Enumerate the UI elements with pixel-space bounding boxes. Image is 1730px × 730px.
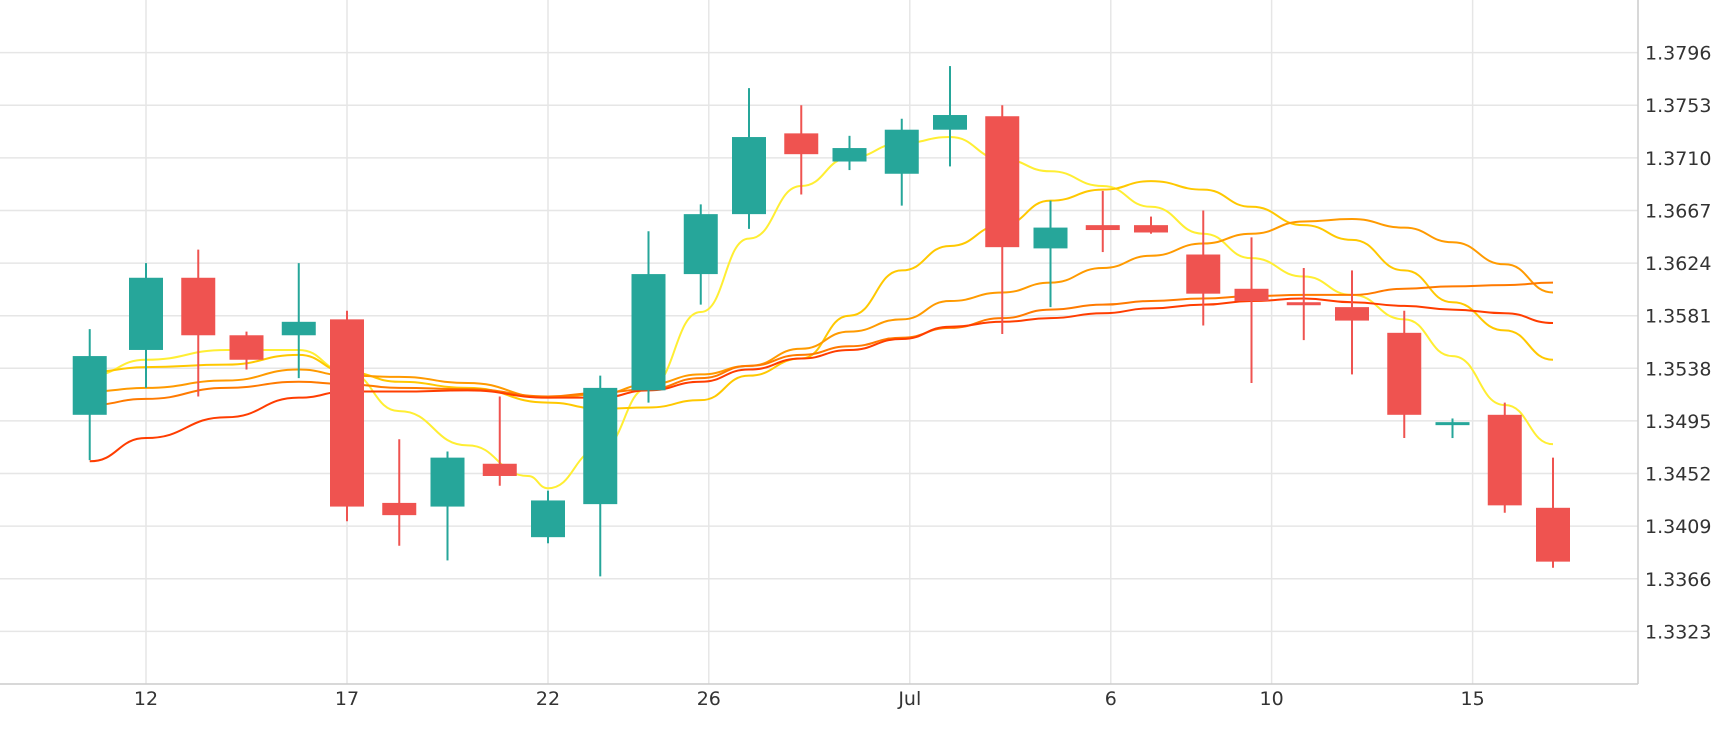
candle-body bbox=[181, 277, 216, 336]
candle-body bbox=[832, 148, 867, 162]
candle-body bbox=[1085, 225, 1120, 231]
candle-body bbox=[884, 129, 919, 174]
candle-body bbox=[1234, 288, 1269, 302]
candle bbox=[884, 118, 919, 206]
candle-body bbox=[1387, 332, 1422, 415]
candle-layer bbox=[72, 66, 1570, 577]
candle-body bbox=[1536, 507, 1570, 562]
candle bbox=[732, 88, 766, 229]
y-tick-label: 1.3624 bbox=[1645, 253, 1711, 275]
moving-average-line-3 bbox=[89, 218, 1554, 399]
candle-body bbox=[430, 457, 465, 507]
candle-body bbox=[933, 115, 967, 130]
candle-body bbox=[382, 502, 417, 516]
candle-body bbox=[985, 116, 1020, 248]
x-tick-label: 17 bbox=[335, 688, 359, 710]
candle bbox=[832, 135, 867, 171]
candle-body bbox=[229, 335, 264, 360]
candle bbox=[531, 490, 565, 544]
y-tick-label: 1.3667 bbox=[1645, 200, 1711, 222]
candle bbox=[382, 439, 417, 546]
x-tick-label: 10 bbox=[1260, 688, 1284, 710]
x-tick-label: Jul bbox=[897, 688, 921, 710]
x-tick-label: 12 bbox=[134, 688, 158, 710]
x-tick-label: 15 bbox=[1461, 688, 1485, 710]
candle bbox=[583, 375, 618, 577]
candle bbox=[1487, 402, 1522, 513]
y-tick-label: 1.3495 bbox=[1645, 411, 1711, 433]
candle bbox=[430, 451, 465, 561]
candle-body bbox=[1134, 225, 1168, 233]
axis-layer: 1.3323 1.3366 1.3409 1.3452 1.3495 1.3538 1.35… bbox=[0, 0, 1711, 710]
candle bbox=[72, 329, 107, 461]
candle bbox=[281, 263, 316, 379]
y-tick-label: 1.3452 bbox=[1645, 464, 1711, 486]
candle bbox=[482, 396, 517, 486]
candle-body bbox=[583, 387, 618, 505]
candle bbox=[1387, 310, 1422, 439]
y-tick-label: 1.3538 bbox=[1645, 358, 1711, 380]
candle-body bbox=[784, 133, 819, 155]
candle-body bbox=[732, 137, 766, 215]
x-tick-label: 22 bbox=[536, 688, 560, 710]
candle bbox=[784, 105, 819, 195]
candle bbox=[1033, 200, 1068, 308]
candle bbox=[631, 231, 666, 403]
candle bbox=[1536, 457, 1570, 568]
candle-body bbox=[1487, 414, 1522, 506]
candle bbox=[1234, 237, 1269, 383]
moving-average-line-1 bbox=[89, 136, 1554, 490]
candle bbox=[181, 249, 216, 397]
candle-body bbox=[1286, 302, 1321, 306]
y-tick-label: 1.3366 bbox=[1645, 569, 1711, 591]
x-tick-label: 26 bbox=[697, 688, 721, 710]
candle-body bbox=[129, 277, 163, 350]
y-tick-label: 1.3796 bbox=[1645, 43, 1711, 65]
candle-body bbox=[330, 319, 364, 507]
x-tick-label: 6 bbox=[1105, 688, 1117, 710]
candle-body bbox=[631, 274, 666, 391]
candle bbox=[683, 204, 718, 305]
y-tick-label: 1.3753 bbox=[1645, 95, 1711, 117]
y-tick-label: 1.3581 bbox=[1645, 306, 1711, 328]
candle bbox=[129, 263, 163, 388]
candle-body bbox=[531, 500, 565, 538]
candle-body bbox=[1033, 227, 1068, 249]
candle-body bbox=[1186, 254, 1221, 294]
candle bbox=[1335, 270, 1369, 375]
candle-body bbox=[281, 321, 316, 336]
candle bbox=[1085, 190, 1120, 253]
candle bbox=[985, 105, 1020, 335]
candle bbox=[933, 66, 967, 167]
candle bbox=[1186, 210, 1221, 326]
candle bbox=[330, 310, 364, 522]
candle bbox=[1286, 267, 1321, 341]
candle bbox=[1435, 418, 1470, 439]
y-tick-label: 1.3409 bbox=[1645, 516, 1711, 538]
candle bbox=[1134, 216, 1168, 234]
y-tick-label: 1.3710 bbox=[1645, 148, 1711, 170]
candle-body bbox=[683, 214, 718, 275]
candle-body bbox=[1335, 307, 1369, 321]
y-tick-label: 1.3323 bbox=[1645, 621, 1711, 643]
candle bbox=[229, 331, 264, 370]
candle-body bbox=[482, 463, 517, 476]
candle-body bbox=[72, 356, 107, 415]
moving-average-layer bbox=[89, 136, 1554, 490]
candle-body bbox=[1435, 422, 1470, 426]
